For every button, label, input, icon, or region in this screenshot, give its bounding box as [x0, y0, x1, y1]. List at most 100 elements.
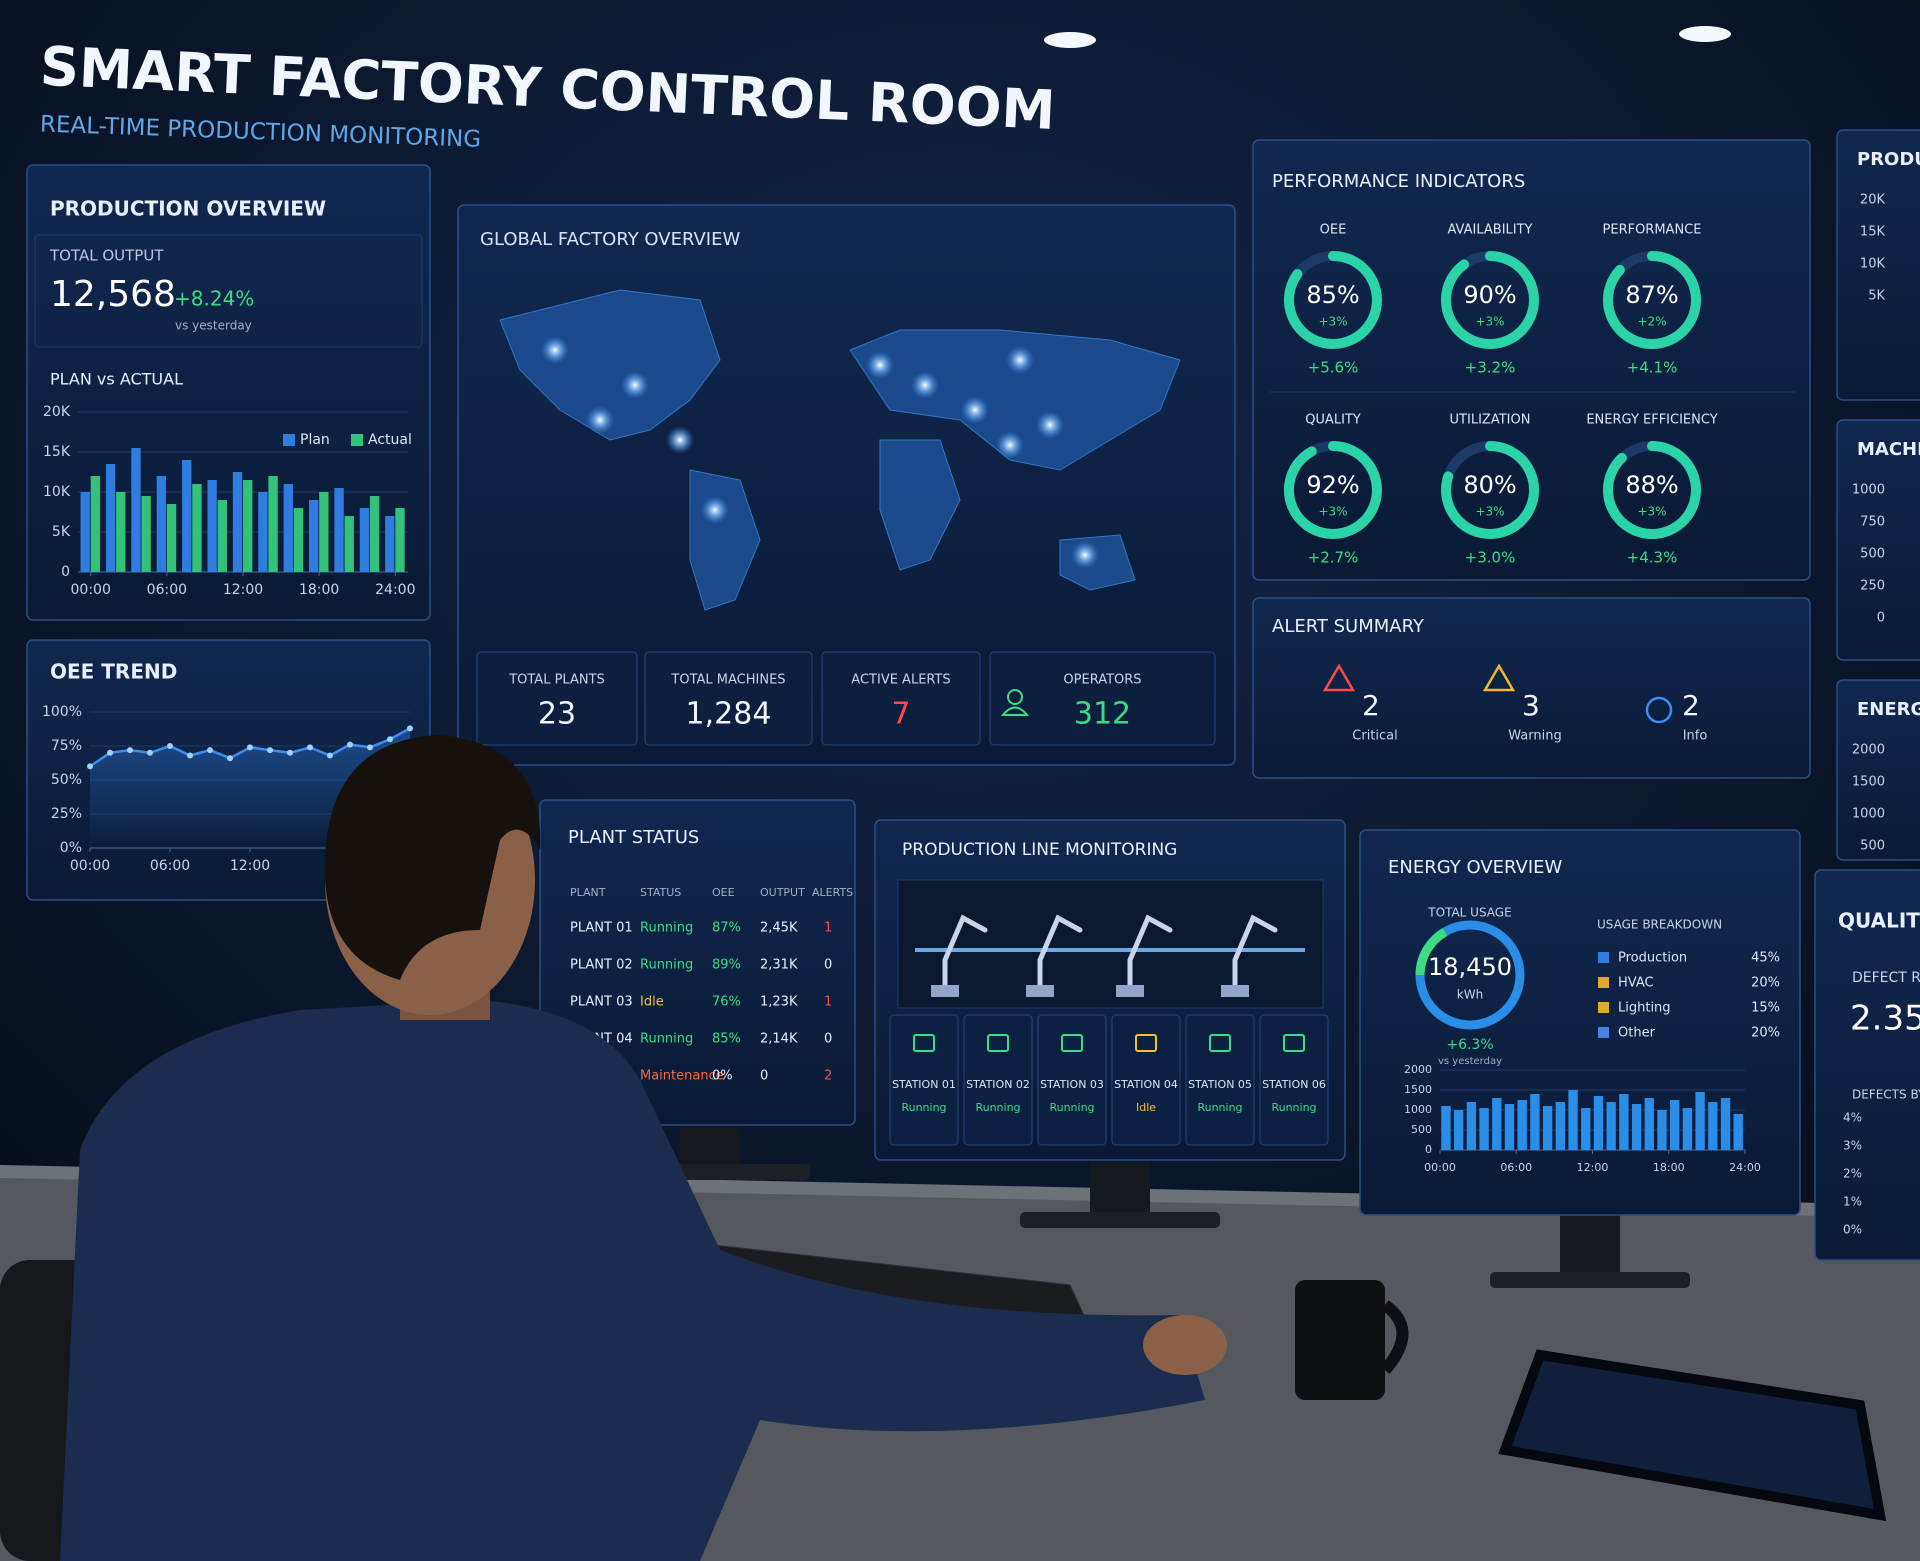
- label: 1%: [1843, 1195, 1862, 1209]
- label: 2: [1682, 689, 1700, 722]
- ceiling-light: [1679, 26, 1731, 42]
- station-icon: [1209, 1034, 1231, 1052]
- label: 5K: [1868, 289, 1885, 304]
- site-glow: [701, 496, 729, 524]
- robot-base: [1026, 985, 1054, 997]
- label: 0: [824, 1032, 832, 1047]
- label: 24:00: [1729, 1161, 1761, 1174]
- legend-swatch: [283, 434, 295, 446]
- legend-swatch: [1598, 1002, 1609, 1013]
- label: 20%: [1751, 976, 1780, 991]
- label: 06:00: [147, 582, 187, 598]
- site-glow: [541, 336, 569, 364]
- label: GLOBAL FACTORY OVERVIEW: [480, 229, 740, 250]
- panel: [1836, 679, 1920, 861]
- site-glow: [621, 371, 649, 399]
- operator-hand: [1143, 1315, 1227, 1375]
- bar: [369, 496, 380, 572]
- bar: [1504, 1104, 1515, 1150]
- site-glow: [1006, 346, 1034, 374]
- monitor: [539, 799, 856, 1126]
- legend-swatch: [1598, 1027, 1609, 1038]
- label: QUALITY: [1838, 909, 1920, 933]
- monitor-base: [1020, 1212, 1220, 1228]
- monitor-stand: [680, 1122, 740, 1172]
- alert-icon: [1482, 663, 1516, 692]
- bar: [217, 500, 227, 572]
- label: AVAILABILITY: [1448, 223, 1533, 238]
- label: PLANT: [570, 886, 606, 899]
- usage-ring-accent: [1415, 928, 1448, 976]
- label: 23: [538, 697, 576, 732]
- label: 00:00: [1424, 1161, 1456, 1174]
- schematic: [897, 879, 1324, 1009]
- mug: [1295, 1280, 1385, 1400]
- monitor: [1814, 869, 1920, 1261]
- label: 1000: [1852, 807, 1885, 822]
- label: Actual: [368, 432, 412, 448]
- trend-point: [247, 744, 253, 751]
- trend-point: [267, 747, 273, 754]
- label: ALERTS: [812, 886, 853, 899]
- bar: [116, 492, 126, 572]
- label: 1: [824, 921, 832, 936]
- ceiling-light: [1044, 32, 1096, 48]
- bar: [1644, 1098, 1654, 1150]
- label: 2,45K: [760, 921, 798, 936]
- gauge-arc: [1603, 251, 1701, 349]
- label: +3.0%: [1465, 549, 1516, 567]
- bar: [293, 508, 304, 572]
- station-icon: [987, 1034, 1009, 1052]
- label: 2,31K: [760, 958, 798, 973]
- station-card: [963, 1014, 1033, 1146]
- monitor-stand: [1560, 1210, 1620, 1280]
- label: 10K: [43, 484, 71, 500]
- station-icon: [1061, 1034, 1083, 1052]
- label: MACHIN: [1857, 439, 1920, 460]
- bar: [1695, 1092, 1705, 1150]
- trend-point: [367, 744, 373, 751]
- label: 500: [1860, 839, 1885, 854]
- label: PLANT STATUS: [568, 827, 699, 848]
- robot-arm: [1232, 914, 1278, 993]
- label: Running: [640, 921, 693, 936]
- label: STATION 02: [966, 1078, 1030, 1091]
- label: Maintenance: [640, 1069, 724, 1084]
- gauge-arc: [1283, 441, 1382, 539]
- label: +3%: [1475, 315, 1504, 329]
- label: +3%: [1318, 315, 1347, 329]
- robot-base: [931, 985, 959, 997]
- station-card: [1259, 1014, 1329, 1146]
- legend-swatch: [1598, 952, 1609, 963]
- label: 1: [824, 995, 832, 1010]
- label: 85%: [712, 1032, 741, 1047]
- label: 15K: [43, 444, 71, 460]
- trend-point: [107, 749, 113, 756]
- label: 10K: [1860, 257, 1886, 272]
- site-glow: [911, 371, 939, 399]
- bar: [319, 492, 329, 572]
- bar: [1619, 1094, 1629, 1150]
- label: STATION 05: [1188, 1078, 1252, 1091]
- bar: [1466, 1102, 1477, 1150]
- label: 0: [824, 958, 832, 973]
- site-glow: [1036, 411, 1064, 439]
- label: 312: [1074, 697, 1131, 732]
- station-card: [1037, 1014, 1107, 1146]
- label: 2000: [1404, 1063, 1432, 1076]
- label: 0: [1425, 1143, 1432, 1156]
- label: 12:00: [223, 582, 263, 598]
- label: 76%: [712, 995, 741, 1010]
- label: 25%: [51, 806, 82, 822]
- site-glow: [586, 406, 614, 434]
- station-icon: [913, 1034, 935, 1052]
- label: +3%: [1318, 505, 1347, 519]
- legend-swatch: [1598, 977, 1609, 988]
- label: 2: [824, 1069, 832, 1084]
- label: 0%: [60, 840, 82, 856]
- bar: [1670, 1100, 1680, 1150]
- label: 2%: [1843, 1167, 1862, 1181]
- label: TOTAL USAGE: [1427, 906, 1511, 920]
- bar: [1682, 1108, 1693, 1150]
- label: 18,450: [1428, 953, 1512, 981]
